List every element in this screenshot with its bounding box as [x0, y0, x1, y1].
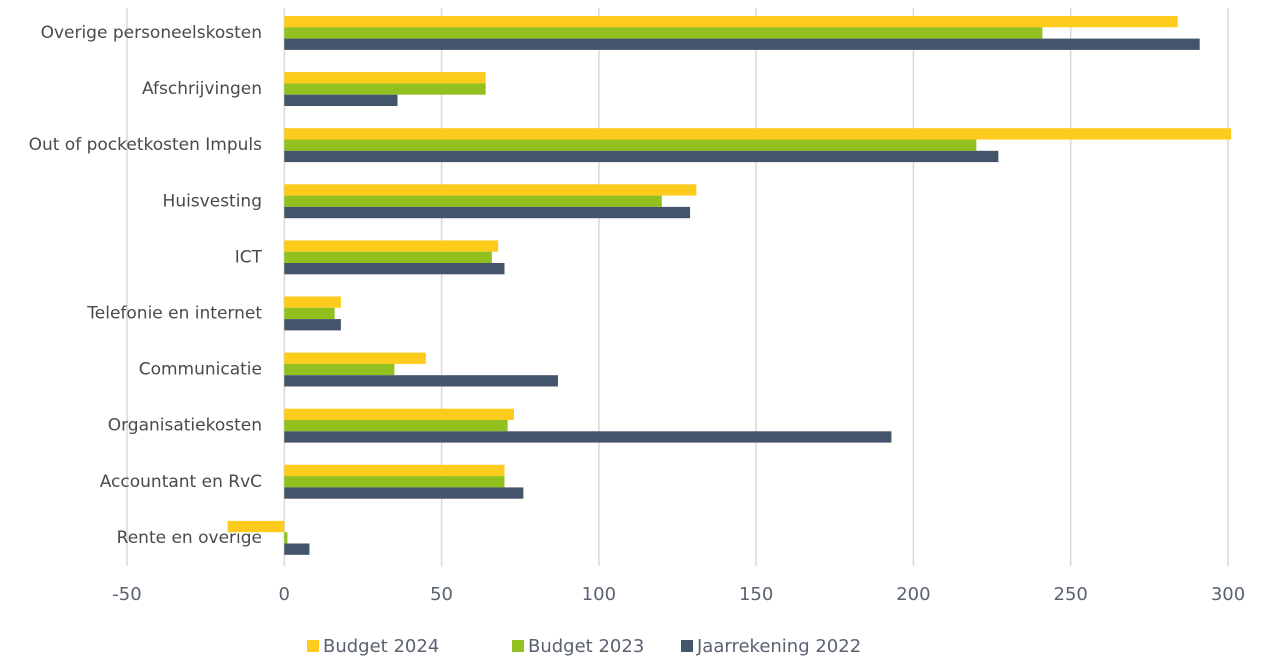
x-tick-label: 0	[279, 584, 290, 605]
bar	[284, 487, 524, 499]
bar	[284, 543, 310, 555]
category-label: Out of pocketkosten Impuls	[29, 135, 263, 155]
legend-label: Jaarrekening 2022	[696, 636, 861, 657]
bar	[284, 420, 508, 432]
category-label: Overige personeelskosten	[41, 23, 262, 43]
bar	[284, 532, 288, 544]
bar	[284, 352, 426, 364]
legend-label: Budget 2023	[528, 636, 644, 657]
category-label: Telefonie en internet	[86, 304, 262, 324]
x-tick-label: 300	[1211, 584, 1245, 605]
bar	[284, 307, 335, 320]
bar	[284, 195, 662, 207]
category-label: Communicatie	[139, 360, 262, 380]
legend-swatch	[512, 640, 524, 652]
bar	[284, 476, 505, 488]
bar	[284, 94, 398, 106]
bar	[284, 408, 514, 420]
category-label: Accountant en RvC	[100, 472, 262, 492]
category-label: Huisvesting	[163, 191, 262, 211]
category-label: Afschrijvingen	[142, 79, 262, 99]
bar	[284, 240, 499, 252]
bar	[284, 464, 505, 477]
x-tick-label: 150	[739, 584, 773, 605]
bar	[284, 150, 999, 163]
category-label: Organisatiekosten	[108, 416, 262, 436]
bar	[284, 72, 486, 84]
bar	[284, 319, 341, 331]
bar	[284, 184, 697, 196]
legend-swatch	[681, 640, 693, 652]
bar	[284, 251, 492, 263]
category-label: Rente en overige	[117, 528, 262, 548]
bar	[284, 128, 1232, 140]
bar	[284, 431, 892, 443]
bar	[284, 296, 341, 308]
bar	[284, 375, 558, 387]
x-tick-label: 250	[1054, 584, 1088, 605]
bar	[284, 27, 1043, 39]
x-tick-label: 200	[896, 584, 930, 605]
bar	[284, 38, 1200, 50]
bar	[284, 363, 395, 376]
x-tick-label: -50	[112, 584, 141, 605]
bar	[284, 83, 486, 95]
legend-swatch	[307, 640, 319, 652]
category-label: ICT	[235, 247, 263, 267]
bar	[284, 139, 977, 151]
bar	[284, 263, 505, 275]
x-tick-label: 50	[430, 584, 453, 605]
x-tick-label: 100	[582, 584, 616, 605]
legend-label: Budget 2024	[323, 636, 439, 657]
bar	[284, 206, 691, 219]
bar	[227, 520, 285, 533]
bar	[284, 16, 1178, 28]
